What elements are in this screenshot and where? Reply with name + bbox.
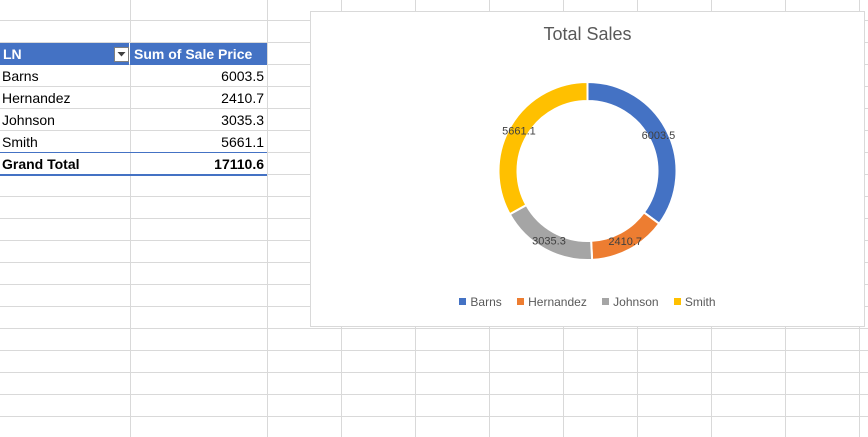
pivot-header-sum[interactable]: Sum of Sale Price [130,43,267,65]
pivot-row-label[interactable]: Barns [2,68,39,84]
chart-legend[interactable]: Barns Hernandez Johnson Smith [311,295,864,309]
legend-label: Smith [684,295,716,309]
legend-swatch [459,298,467,306]
donut-slice-smith[interactable] [497,80,589,216]
legend-swatch [602,298,610,306]
donut-slice-barns[interactable] [586,80,678,226]
pivot-row-value[interactable]: 2410.7 [221,90,264,106]
pivot-row-value[interactable]: 6003.5 [221,68,264,84]
doughnut-chart[interactable]: Total Sales 6003.5 2410.7 3035.3 5661.1 Bar… [310,11,865,327]
chevron-down-icon [117,52,126,57]
legend-swatch [517,298,525,306]
chart-title[interactable]: Total Sales [543,24,632,44]
data-label-johnson: 3035.3 [532,236,566,248]
doughnut-plot: 6003.5 2410.7 3035.3 5661.1 [497,80,678,261]
pivot-row-value[interactable]: 5661.1 [221,134,264,150]
data-label-barns: 6003.5 [642,130,676,142]
pivot-row-value[interactable]: 3035.3 [221,112,264,128]
pivot-row-label[interactable]: Johnson [2,112,55,128]
pivot-grand-total-label[interactable]: Grand Total [2,156,80,172]
legend-label: Barns [470,295,502,309]
data-label-hernandez: 2410.7 [608,236,642,248]
data-label-smith: 5661.1 [502,126,536,138]
pivot-row-label[interactable]: Hernandez [2,90,71,106]
pivot-row-label[interactable]: Smith [2,134,38,150]
donut-slice-johnson[interactable] [508,203,594,261]
legend-item-smith: Smith [673,295,716,309]
pivot-header-ln[interactable]: LN [0,43,129,65]
legend-item-barns: Barns [459,295,502,309]
legend-label: Johnson [613,295,659,309]
legend-label: Hernandez [528,295,587,309]
filter-dropdown-button[interactable] [114,47,129,62]
legend-item-hernandez: Hernandez [517,295,587,309]
legend-item-johnson: Johnson [602,295,659,309]
pivot-grand-total-value[interactable]: 17110.6 [214,156,264,172]
legend-swatch [673,298,681,306]
